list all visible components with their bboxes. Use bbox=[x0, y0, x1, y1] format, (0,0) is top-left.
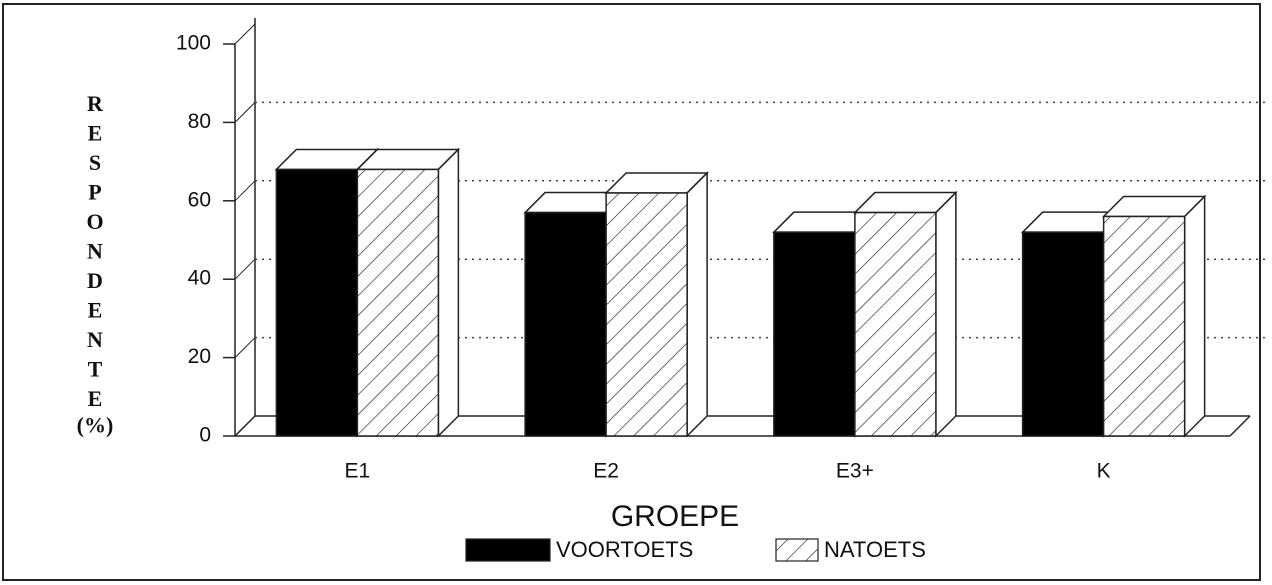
y-tick-label: 40 bbox=[188, 267, 211, 290]
bar bbox=[854, 211, 937, 437]
bar-side bbox=[1183, 194, 1206, 438]
floor-right bbox=[1229, 415, 1251, 437]
bar-side bbox=[935, 190, 957, 438]
y-tick-diag bbox=[234, 337, 256, 358]
bar bbox=[1021, 231, 1105, 437]
y-tick-diag bbox=[234, 415, 256, 437]
y-tick-label: 80 bbox=[188, 110, 211, 133]
bar bbox=[356, 168, 440, 437]
bar bbox=[605, 192, 688, 437]
y-tick-label: 60 bbox=[188, 188, 211, 211]
bar-side bbox=[437, 147, 460, 438]
bar bbox=[275, 168, 359, 437]
bar-side bbox=[686, 171, 708, 438]
y-axis-unit: (%) bbox=[77, 413, 114, 438]
y-tick-label: 0 bbox=[199, 424, 211, 447]
legend-swatch bbox=[465, 538, 551, 562]
legend-swatch bbox=[775, 538, 819, 562]
y-tick-label: 100 bbox=[176, 32, 211, 55]
x-tick-label: K bbox=[1097, 460, 1111, 483]
x-axis-title: GROEPE bbox=[611, 500, 739, 533]
y-tick-diag bbox=[234, 258, 256, 280]
x-tick-label: E1 bbox=[345, 460, 371, 483]
y-tick-label: 20 bbox=[188, 345, 211, 368]
legend-label: VOORTOETS bbox=[556, 537, 693, 562]
y-tick-diag bbox=[234, 102, 256, 123]
y-tick-diag bbox=[234, 180, 256, 202]
bar bbox=[773, 231, 856, 437]
bar bbox=[1102, 215, 1186, 437]
legend-label: NATOETS bbox=[824, 537, 926, 562]
bar bbox=[524, 211, 607, 437]
x-tick-label: E3+ bbox=[836, 460, 874, 483]
y-tick-diag bbox=[234, 23, 256, 45]
x-tick-label: E2 bbox=[593, 460, 619, 483]
frame bbox=[2, 3, 1261, 581]
